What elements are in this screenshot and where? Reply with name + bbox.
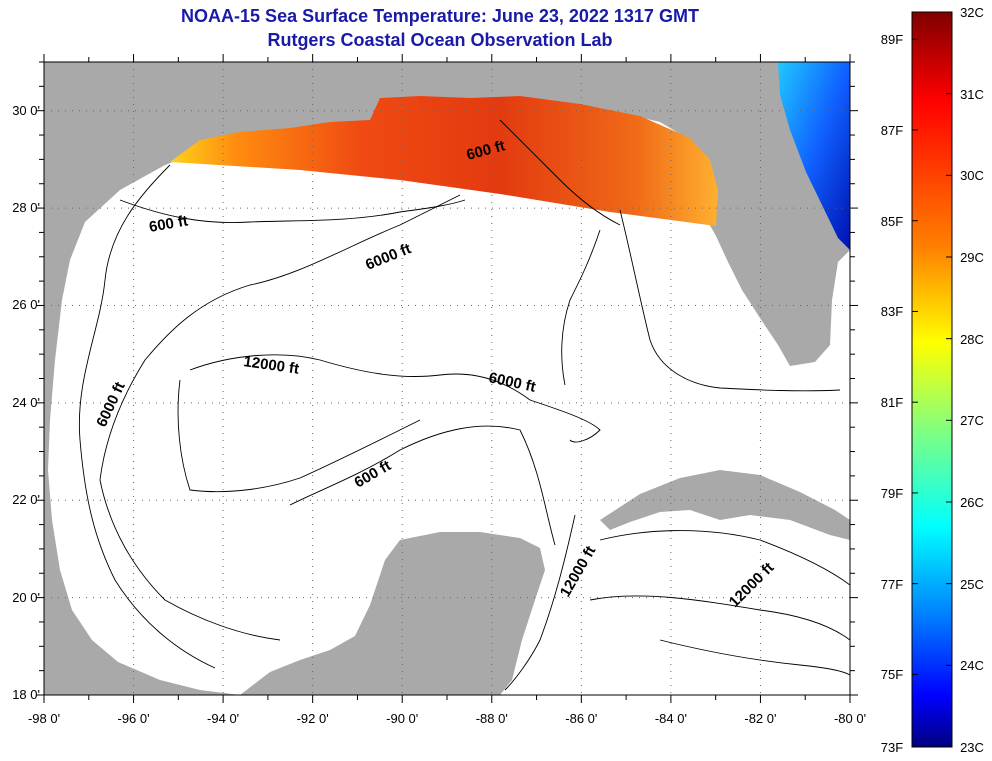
map-title: NOAA-15 Sea Surface Temperature: June 23…	[181, 6, 699, 26]
colorbar-f-label: 83F	[880, 304, 904, 320]
colorbar-f-label: 77F	[880, 576, 904, 592]
graticule	[44, 62, 850, 695]
colorbar-f-label: 85F	[880, 213, 904, 229]
lat-label: 22 0'	[12, 492, 40, 508]
land-yucatan	[240, 532, 545, 695]
colorbar-c-label: 29C	[960, 250, 984, 265]
lat-label: 30 0'	[12, 102, 40, 118]
lon-label: -98 0'	[27, 711, 61, 726]
lon-label: -84 0'	[654, 711, 687, 726]
colorbar-c-label: 28C	[960, 331, 984, 347]
colorbar-f-label: 87F	[880, 122, 904, 138]
colorbar-c-label: 27C	[960, 413, 984, 429]
lon-label: -80 0'	[833, 711, 867, 726]
colorbar-f-label: 75F	[880, 667, 904, 683]
colorbar-f-label: 73F	[880, 740, 904, 755]
bathymetry-contours	[78, 119, 850, 691]
colorbar-f-label: 81F	[880, 395, 904, 411]
land-cuba	[600, 470, 850, 540]
lat-label: 18 0'	[12, 687, 40, 702]
colorbar-f-label: 79F	[880, 485, 904, 501]
lon-label: -90 0'	[386, 711, 419, 726]
colorbar-c-label: 32C	[960, 5, 984, 20]
lon-label: -86 0'	[565, 711, 598, 726]
lon-label: -82 0'	[744, 711, 777, 726]
colorbar	[911, 11, 953, 748]
lat-label: 20 0'	[12, 589, 40, 605]
lat-label: 26 0'	[12, 297, 40, 313]
sst-east-atlantic	[778, 62, 850, 250]
colorbar-c-label: 23C	[960, 740, 984, 755]
colorbar-c-label: 25C	[960, 576, 984, 592]
colorbar-f-label: 89F	[880, 32, 904, 48]
colorbar-ticks	[912, 11, 952, 748]
lat-label: 24 0'	[12, 394, 40, 410]
colorbar-c-label: 31C	[960, 86, 984, 102]
land-us-gulf-coast	[44, 62, 850, 695]
contour-label: 600 ft	[148, 212, 190, 236]
colorbar-c-label: 30C	[960, 168, 984, 184]
lon-label: -92 0'	[296, 711, 329, 726]
map-subtitle: Rutgers Coastal Ocean Observation Lab	[267, 30, 613, 50]
axis-ticks	[36, 54, 858, 703]
sst-swath	[170, 96, 718, 226]
lat-label: 28 0'	[12, 200, 40, 216]
lon-label: -94 0'	[207, 711, 240, 726]
lon-label: -96 0'	[117, 711, 150, 726]
lon-label: -88 0'	[475, 711, 508, 726]
colorbar-c-label: 26C	[960, 495, 984, 510]
colorbar-c-label: 24C	[960, 658, 984, 674]
